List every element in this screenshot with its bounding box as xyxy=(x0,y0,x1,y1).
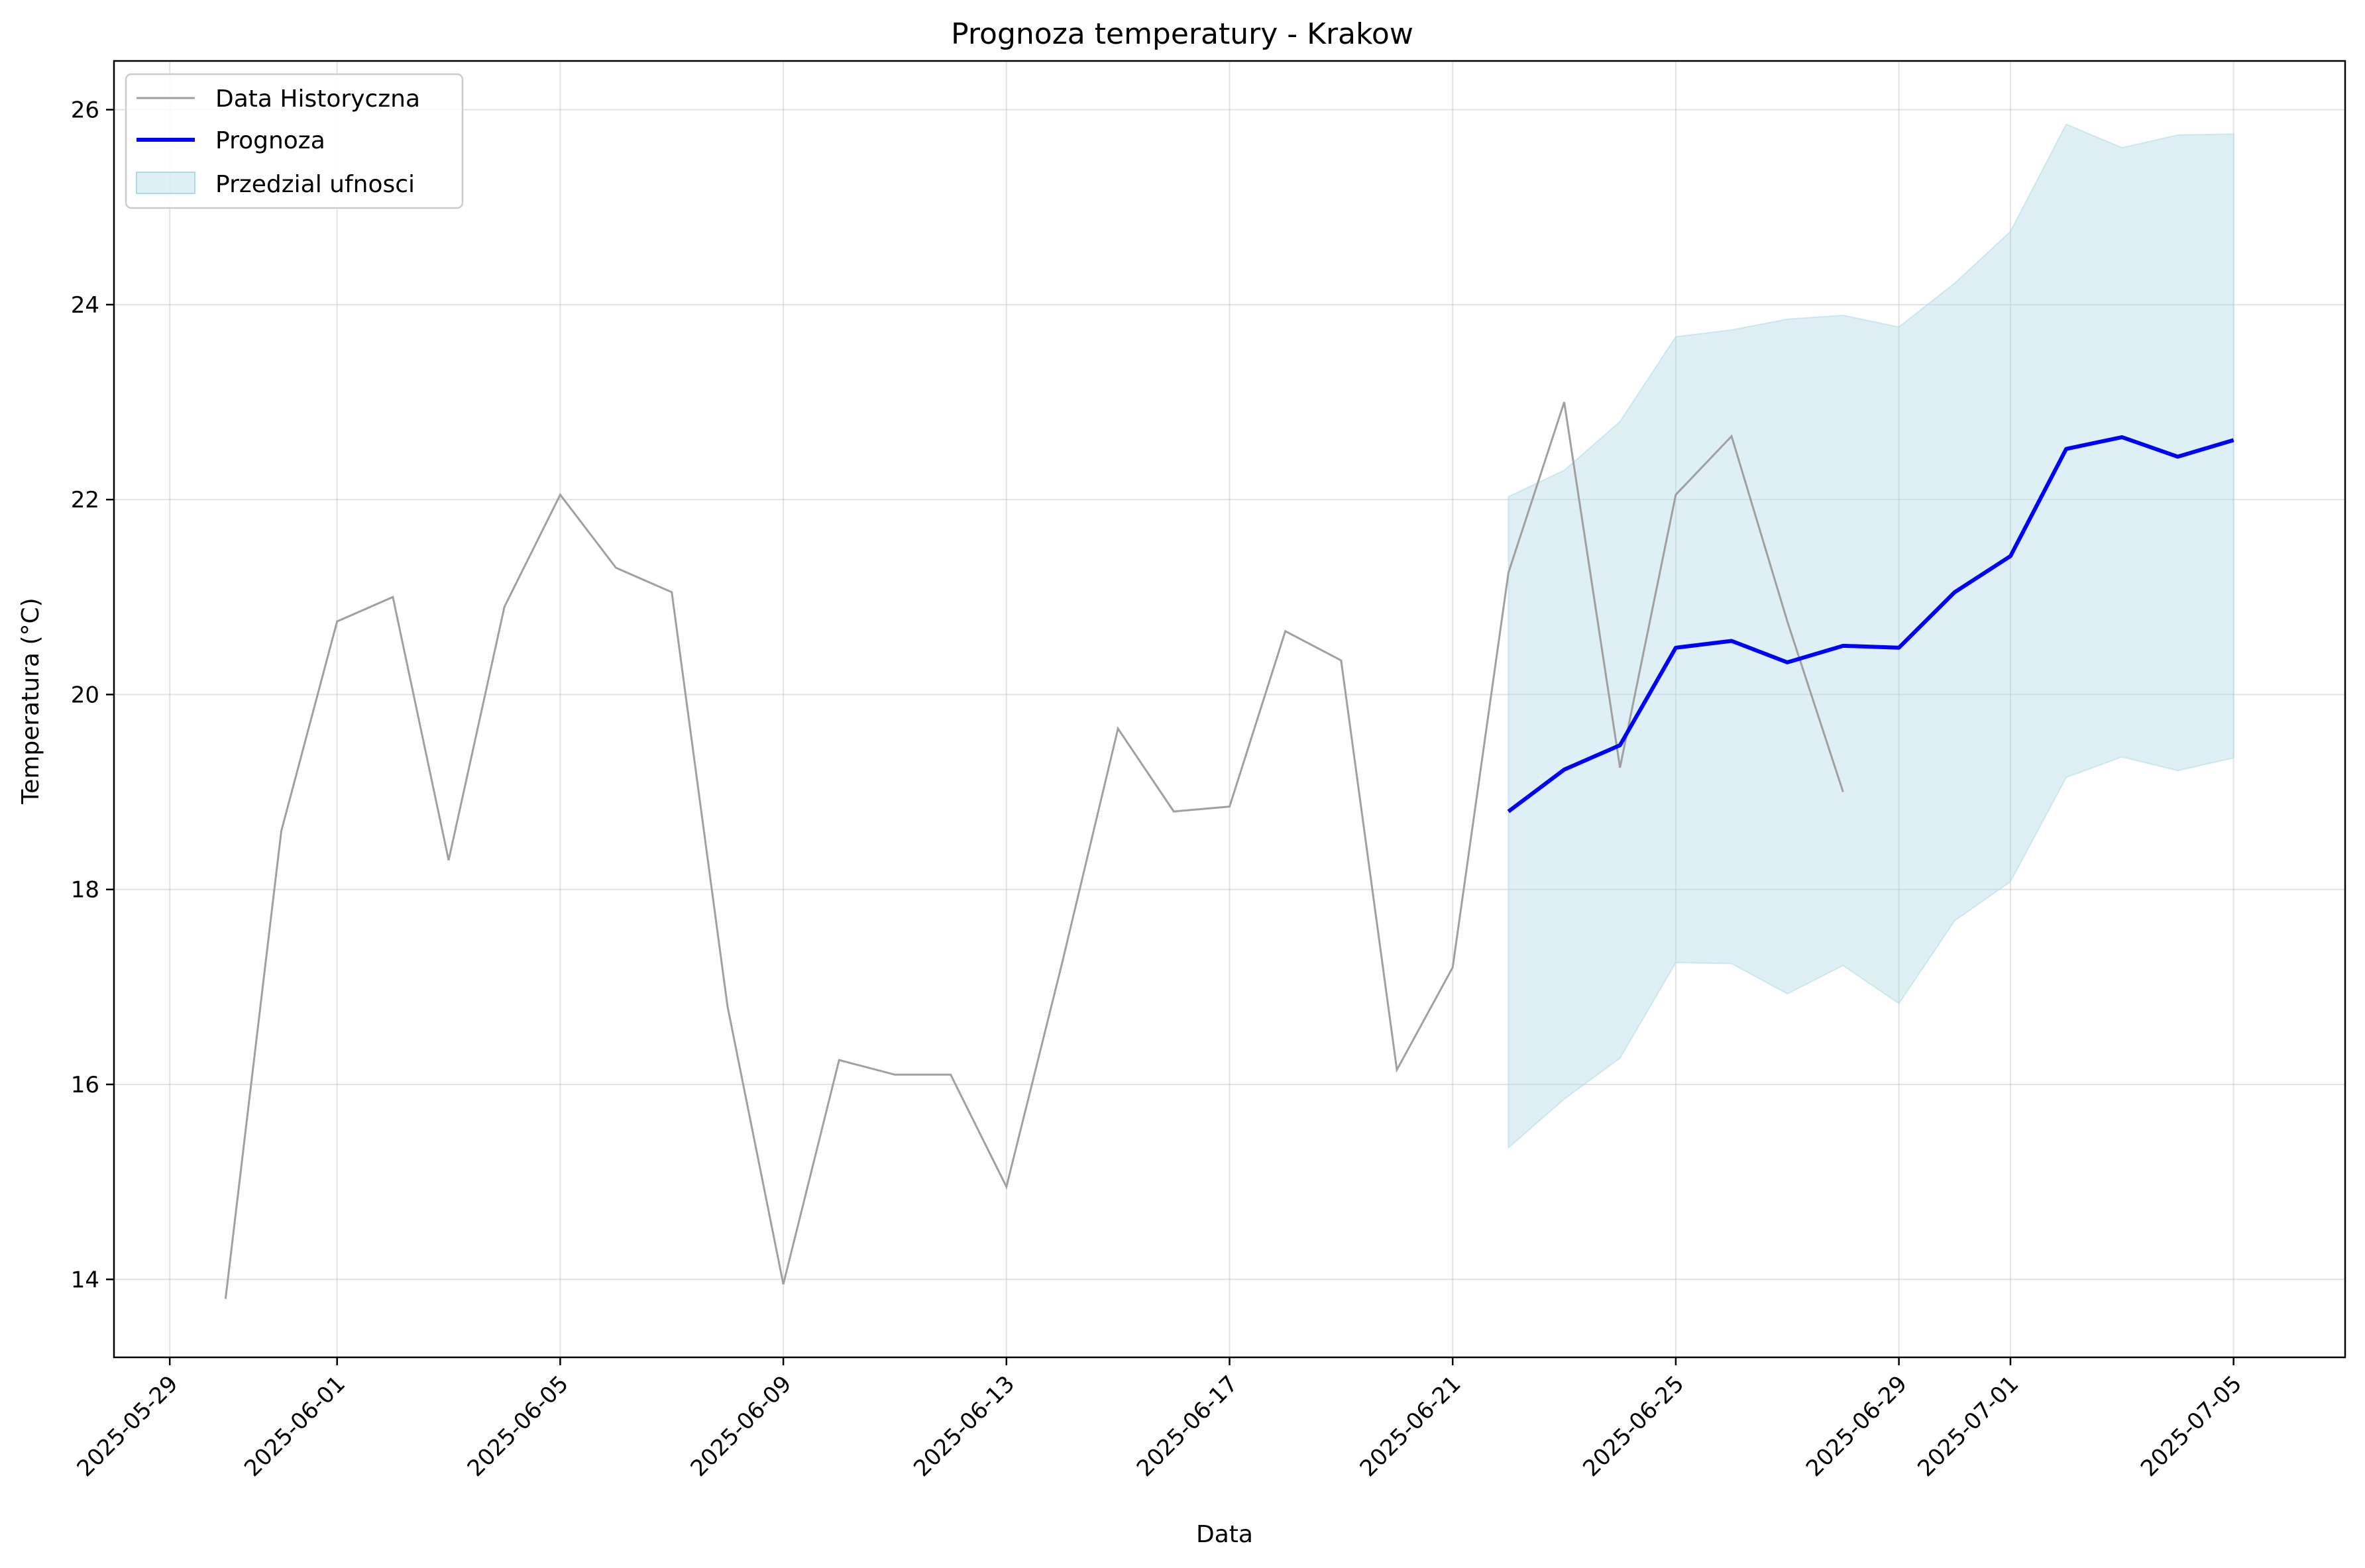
historical-line xyxy=(224,401,1844,1299)
y-axis-label: Temperatura (°C) xyxy=(17,598,44,804)
legend-band-swatch xyxy=(136,172,195,194)
forecast-line xyxy=(1507,435,2234,813)
y-tick-label: 20 xyxy=(71,682,99,708)
confidence-band xyxy=(1508,123,2234,1149)
confidence-band-layer xyxy=(1508,123,2234,1149)
legend: Data Historyczna Prognoza Przedzial ufno… xyxy=(125,73,464,209)
y-tick-label: 26 xyxy=(71,97,99,124)
legend-band-label: Przedzial ufnosci xyxy=(215,171,415,198)
series-layer xyxy=(224,401,2234,1299)
y-tick-label: 24 xyxy=(71,292,99,319)
x-axis-label: Data xyxy=(1196,1521,1253,1548)
y-tick-label: 18 xyxy=(71,877,99,904)
legend-box xyxy=(125,73,464,209)
y-tick-label: 16 xyxy=(71,1072,99,1098)
y-tick-label: 22 xyxy=(71,487,99,513)
legend-forecast-label: Prognoza xyxy=(215,127,325,154)
legend-historical-label: Data Historyczna xyxy=(215,85,420,113)
y-tick-label: 14 xyxy=(71,1267,99,1293)
chart-title: Prognoza temperatury - Krakow xyxy=(951,17,1413,51)
